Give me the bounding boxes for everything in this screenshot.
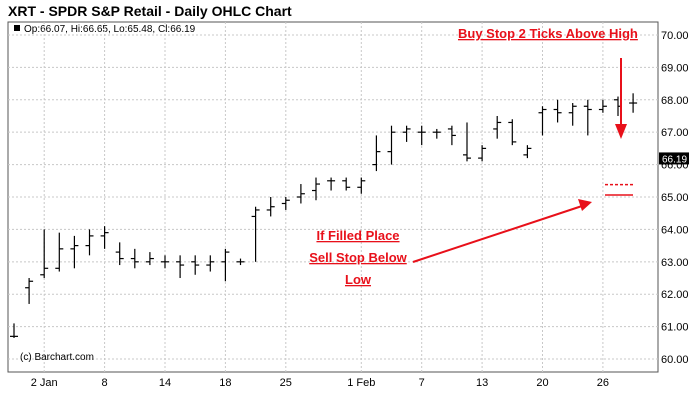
y-tick-label: 64.00: [661, 224, 689, 236]
last-price-label: 66.19: [662, 154, 687, 165]
ohlc-bar: [236, 258, 245, 266]
y-tick-label: 65.00: [661, 192, 689, 204]
y-tick-label: 68.00: [661, 95, 689, 107]
arrow-up-right-icon: [412, 199, 592, 263]
ohlc-bar: [206, 255, 215, 272]
x-tick-label: 14: [159, 377, 171, 389]
y-axis-ticks: 60.0061.0062.0063.0064.0065.0066.0067.00…: [661, 30, 689, 366]
filled-annotation-line3: Low: [345, 272, 372, 287]
ohlc-bar: [130, 248, 139, 269]
y-tick-label: 60.00: [661, 354, 689, 366]
x-tick-label: 25: [280, 377, 292, 389]
x-tick-label: 26: [597, 377, 609, 389]
ohlc-bar: [281, 197, 290, 210]
ohlc-bar: [583, 99, 592, 136]
ohlc-bar: [357, 177, 366, 194]
ohlc-bar: [598, 99, 607, 113]
ohlc-bar: [417, 125, 426, 146]
ohlc-bar: [508, 119, 517, 146]
ohlc-bar: [312, 177, 320, 201]
gridlines: [8, 22, 658, 372]
x-tick-label: 13: [476, 377, 488, 389]
ohlc-bar: [402, 125, 411, 142]
x-tick-label: 20: [536, 377, 548, 389]
ohlc-bar: [266, 197, 275, 217]
ohlc-bar: [447, 125, 456, 146]
y-tick-label: 61.00: [661, 322, 689, 334]
ohlc-bar: [70, 235, 79, 269]
ohlc-legend: Op:66.07, Hi:66.65, Lo:65.48, Cl:66.19: [24, 24, 196, 35]
x-axis-ticks: 2 Jan 8 14 18 25 1 Feb 7 13 20 26: [31, 377, 609, 389]
x-tick-label: 2 Jan: [31, 377, 58, 389]
chart-title: XRT - SPDR S&P Retail - Daily OHLC Chart: [8, 3, 292, 19]
ohlc-bar: [191, 255, 200, 275]
ohlc-bar: [161, 255, 169, 269]
barchart-credit: (c) Barchart.com: [20, 352, 94, 363]
y-tick-label: 69.00: [661, 62, 689, 74]
ohlc-bar: [478, 145, 487, 162]
ohlc-bar: [176, 255, 185, 279]
ohlc-bar: [629, 93, 638, 113]
ohlc-bar: [221, 248, 230, 282]
ohlc-bar: [432, 128, 441, 139]
ohlc-bar: [25, 278, 34, 304]
ohlc-bar: [296, 184, 305, 204]
x-tick-label: 1 Feb: [347, 377, 375, 389]
y-tick-label: 70.00: [661, 30, 689, 42]
legend-marker: [14, 25, 20, 31]
ohlc-bar: [568, 103, 577, 126]
last-price-badge: [659, 152, 689, 165]
x-tick-label: 8: [102, 377, 108, 389]
ohlc-bar: [10, 323, 18, 338]
y-tick-label: 62.00: [661, 289, 689, 301]
ohlc-bar: [251, 206, 260, 262]
ohlc-bar: [40, 229, 49, 279]
y-tick-label: 63.00: [661, 257, 689, 269]
x-tick-label: 18: [219, 377, 231, 389]
buy-stop-annotation: Buy Stop 2 Ticks Above High: [458, 26, 638, 41]
ohlc-bar: [463, 122, 471, 162]
y-tick-label: 67.00: [661, 127, 689, 139]
filled-annotation-line2: Sell Stop Below: [309, 250, 407, 265]
x-tick-label: 7: [419, 377, 425, 389]
ohlc-bar: [493, 115, 502, 139]
ohlc-bar: [115, 242, 124, 266]
ohlc-bar: [327, 177, 336, 191]
ohlc-bar: [538, 106, 547, 136]
ohlc-bar: [553, 99, 562, 123]
arrow-down-icon: [615, 58, 627, 139]
ohlc-bar: [85, 229, 94, 256]
ohlc-bar: [523, 145, 532, 159]
ohlc-bar: [372, 135, 381, 172]
ohlc-bar: [145, 252, 154, 266]
ohlc-bar: [387, 125, 396, 165]
ohlc-bar: [100, 226, 109, 249]
ohlc-bar: [55, 232, 64, 272]
ohlc-bar: [342, 177, 351, 191]
filled-annotation-line1: If Filled Place: [316, 228, 399, 243]
